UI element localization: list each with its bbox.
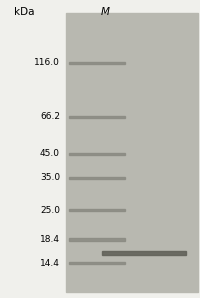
Bar [69, 62, 125, 64]
Text: M: M [101, 7, 110, 18]
Text: 25.0: 25.0 [40, 206, 60, 215]
Text: 18.4: 18.4 [40, 235, 60, 244]
Text: kDa: kDa [14, 7, 34, 18]
Text: 116.0: 116.0 [34, 58, 60, 67]
Bar [69, 177, 125, 179]
Bar [69, 209, 125, 211]
Text: 35.0: 35.0 [40, 173, 60, 182]
Text: 45.0: 45.0 [40, 149, 60, 158]
Bar [69, 262, 125, 264]
Bar [69, 116, 125, 118]
Text: 66.2: 66.2 [40, 112, 60, 121]
Text: 14.4: 14.4 [40, 259, 60, 268]
Bar [69, 153, 125, 155]
Bar [69, 238, 125, 241]
Bar [102, 251, 186, 255]
Bar [66, 13, 198, 292]
